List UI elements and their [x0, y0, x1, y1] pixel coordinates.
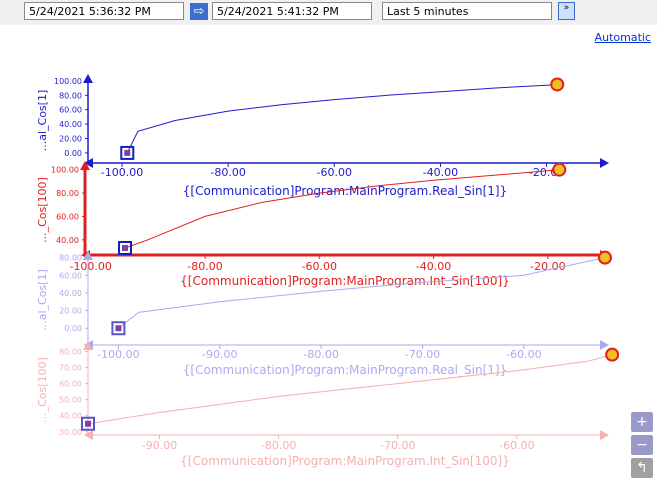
x-tick-label: -60.00: [499, 439, 534, 452]
y-tick-label: 40.00: [59, 412, 82, 421]
x-axis-title: {[Communication]Program:MainProgram.Real…: [183, 184, 507, 198]
x-axis-title: {[Communication]Program:MainProgram.Int_…: [180, 454, 510, 468]
y-axis-title: ...al_Cos[1]: [36, 90, 49, 152]
end-date[interactable]: 5/24/2021 5:41:32 PM: [212, 2, 372, 20]
y-tick-label: 40.00: [59, 289, 82, 298]
y-tick-label: 50.00: [59, 396, 82, 405]
start-marker: [118, 240, 132, 255]
y-tick-label: 20.00: [59, 135, 82, 144]
x-tick-label: -70.00: [405, 348, 440, 361]
end-marker: [550, 77, 565, 92]
reset[interactable]: ↰: [631, 458, 653, 478]
y-tick-label: 70.00: [59, 364, 82, 373]
y-tick-label: 80.00: [59, 254, 82, 263]
start-marker-inner: [85, 420, 91, 427]
x-tick-label: -20.00: [530, 260, 565, 273]
y-tick-label: 80.00: [59, 91, 82, 100]
zoom-in[interactable]: +: [631, 412, 653, 432]
y-tick-label: 0.00: [64, 324, 82, 333]
y-tick-label: 60.00: [59, 271, 82, 280]
y-tick-label: 40.00: [56, 236, 79, 245]
y-tick-label: 80.00: [59, 347, 82, 356]
start-marker: [81, 416, 95, 431]
start-date[interactable]: 5/24/2021 5:36:32 PM: [24, 2, 184, 20]
trend-line: [124, 169, 560, 249]
x-tick-label: -80.00: [210, 166, 245, 179]
trend-line: [118, 257, 606, 329]
y-tick-label: 60.00: [59, 106, 82, 115]
y-tick-label: 60.00: [56, 212, 79, 221]
x-axis-title: {[Communication]Program:MainProgram.Int_…: [180, 274, 510, 288]
start-marker-inner: [122, 244, 128, 251]
arrows: [83, 74, 609, 168]
x-tick-label: -100.00: [101, 166, 143, 179]
y-tick-label: 40.00: [59, 120, 82, 129]
x-tick-label: -80.00: [261, 439, 296, 452]
start-marker-inner: [115, 325, 122, 332]
y-tick-label: 0.00: [64, 149, 82, 158]
x-tick-label: -100.00: [69, 260, 111, 273]
x-tick-label: -70.00: [380, 439, 415, 452]
start-marker: [120, 145, 135, 160]
y-tick-label: 20.00: [59, 307, 82, 316]
y-tick-label: 100.00: [51, 166, 79, 175]
swap-button[interactable]: ⇨: [190, 3, 208, 20]
end-marker: [598, 250, 612, 265]
x-tick-label: -40.00: [423, 166, 458, 179]
x-tick-label: -100.00: [97, 348, 139, 361]
trend-line: [87, 354, 613, 425]
y-axis-title: ...al_Cos[1]: [36, 269, 49, 331]
toolbar: 5/24/2021 5:36:32 PM ⇨ 5/24/2021 5:41:32…: [0, 0, 657, 25]
end-marker: [605, 347, 620, 362]
x-tick-label: -60.00: [506, 348, 541, 361]
x-tick-label: -60.00: [317, 166, 352, 179]
y-tick-label: 80.00: [56, 189, 79, 198]
y-tick-label: 30.00: [59, 428, 82, 437]
y-axis-title: ..._Cos[100]: [36, 357, 49, 423]
trend-line: [126, 84, 558, 154]
y-tick-label: 60.00: [59, 380, 82, 389]
x-tick-label: -80.00: [187, 260, 222, 273]
y-axis-title: ..._Cos[100]: [36, 177, 49, 243]
zoom-out[interactable]: −: [631, 435, 653, 455]
x-axis-title: {[Communication]Program:MainProgram.Real…: [183, 363, 507, 377]
x-tick-label: -80.00: [303, 348, 338, 361]
end-marker: [552, 162, 567, 177]
automatic-link[interactable]: Automatic: [594, 31, 651, 44]
x-tick-label: -40.00: [416, 260, 451, 273]
range-select[interactable]: Last 5 minutes: [382, 2, 552, 20]
x-tick-label: -90.00: [142, 439, 177, 452]
start-marker-inner: [124, 149, 131, 156]
y-tick-label: 100.00: [54, 77, 82, 86]
x-tick-label: -90.00: [202, 348, 237, 361]
start-marker: [111, 321, 126, 336]
expand-button[interactable]: »: [558, 2, 575, 20]
x-tick-label: -60.00: [302, 260, 337, 273]
